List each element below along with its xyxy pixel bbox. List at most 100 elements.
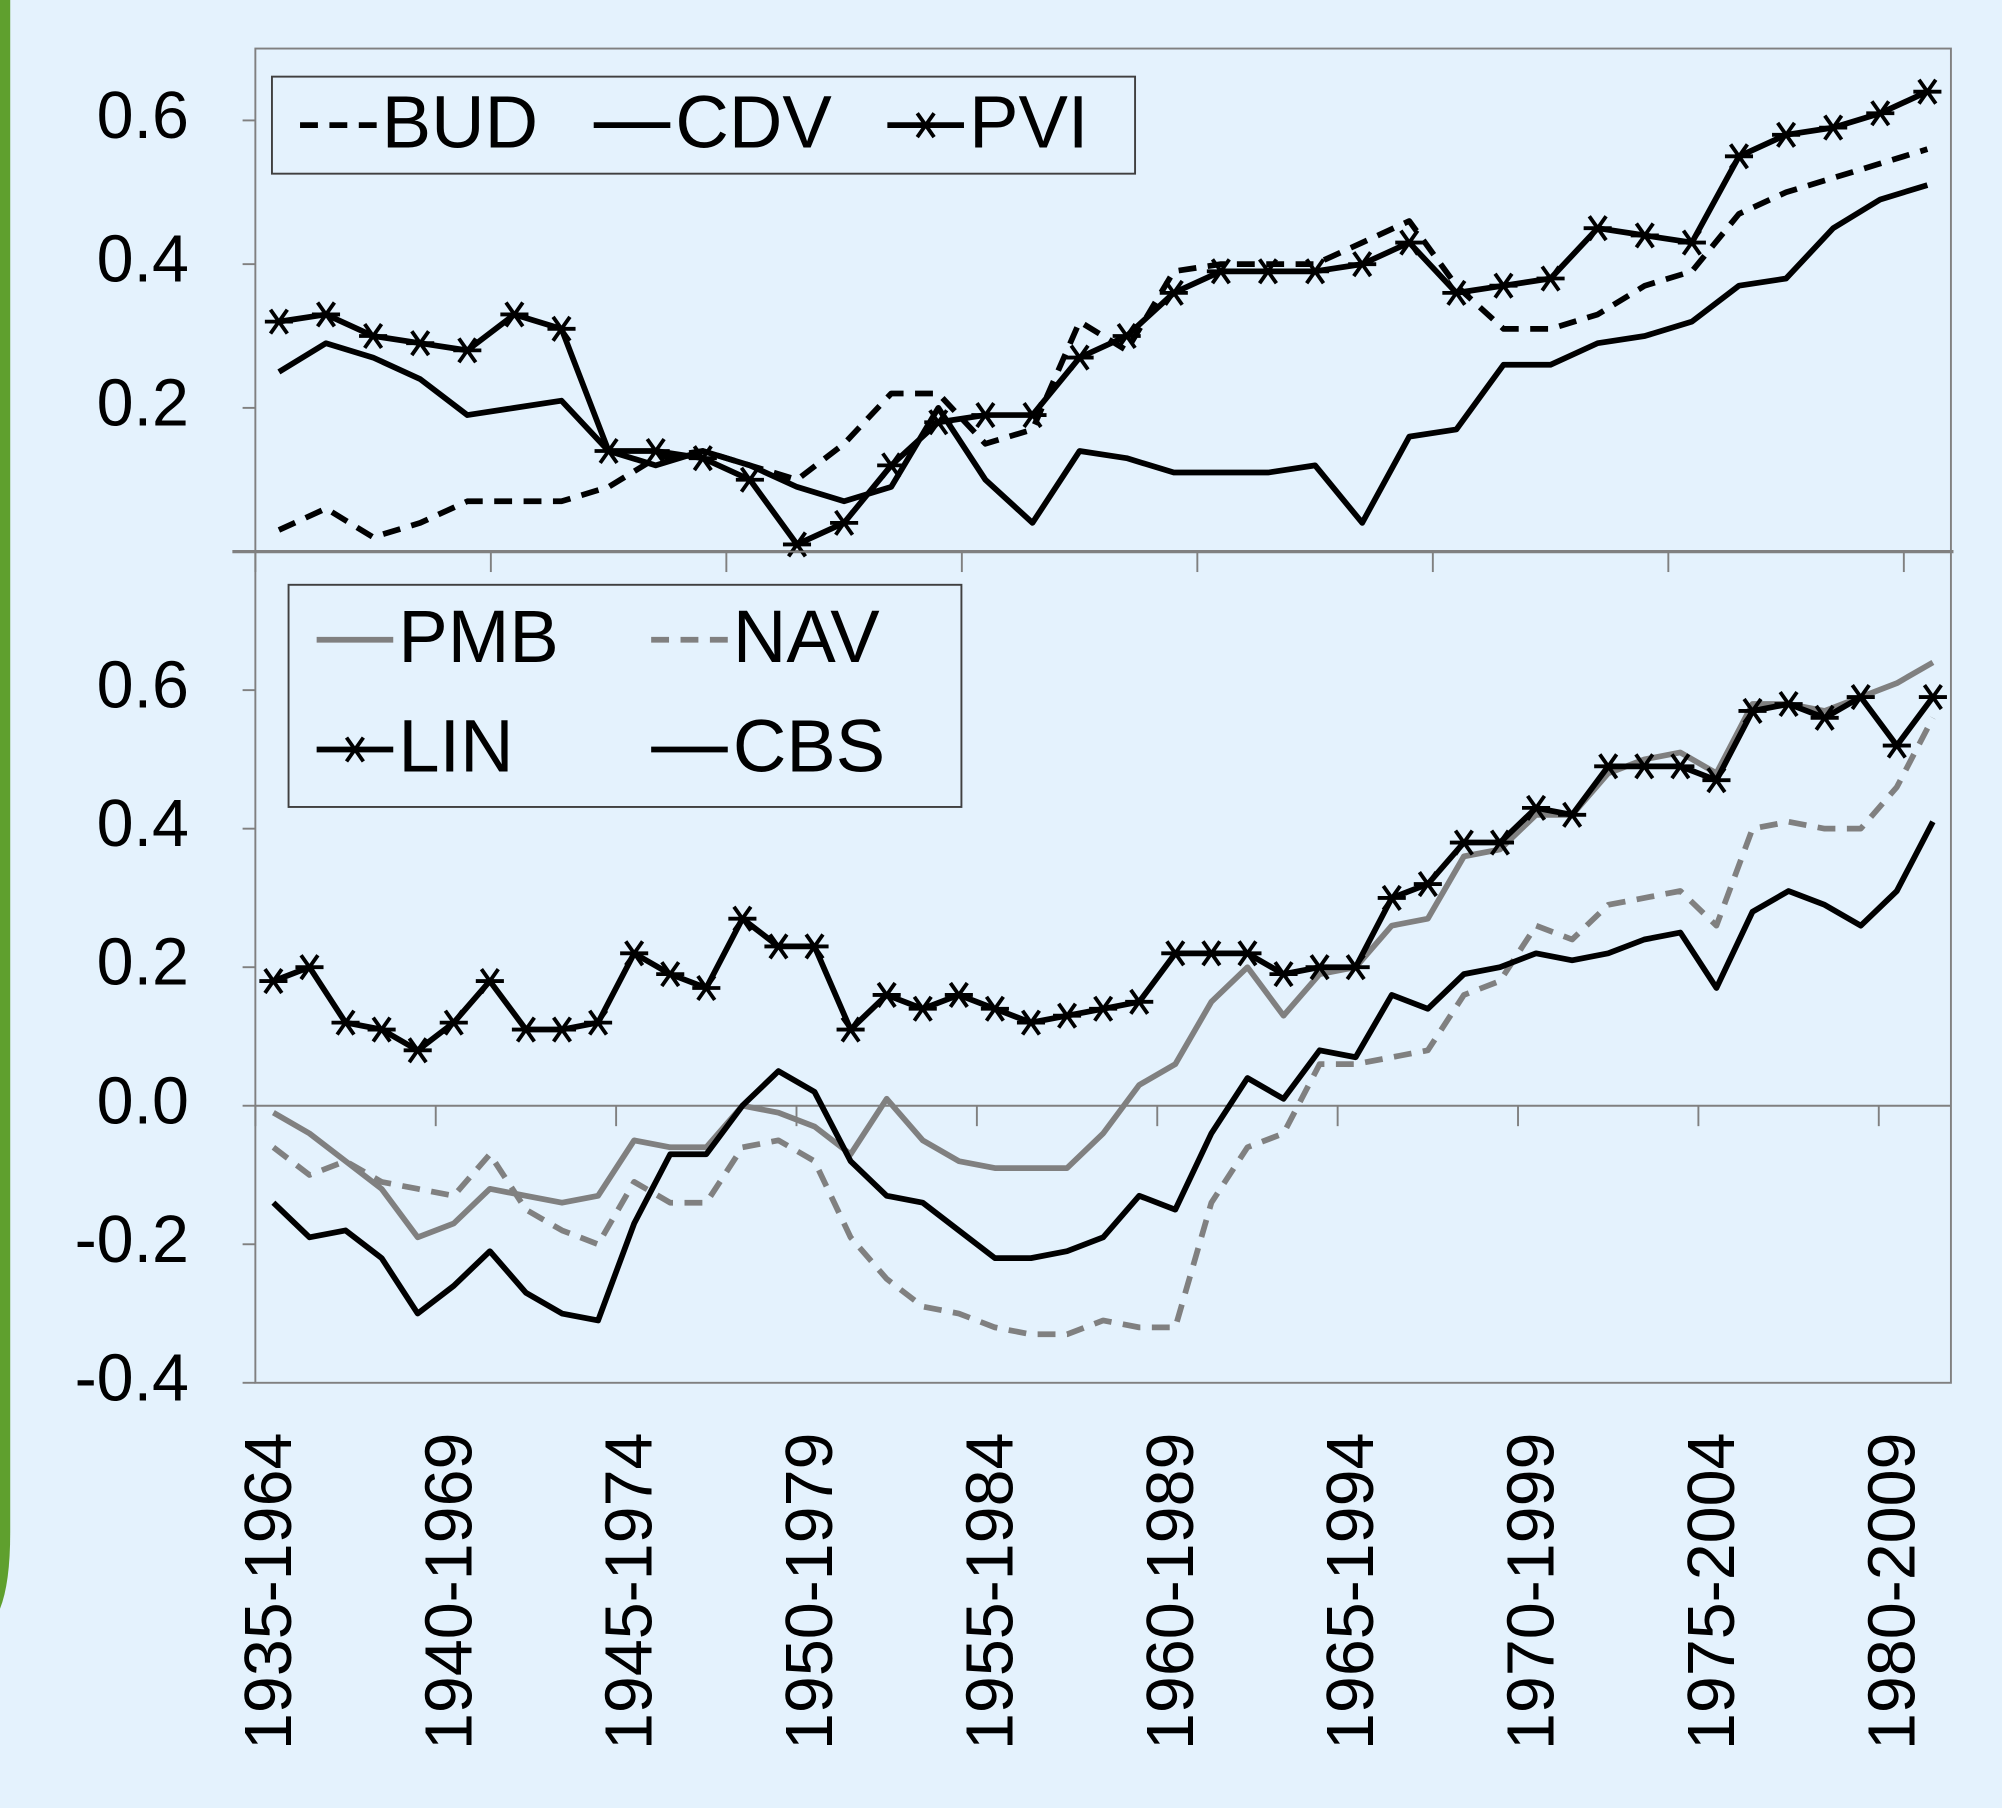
series-line [277,182,1929,526]
marker [1810,704,1839,731]
marker [764,933,793,960]
marker [1018,402,1047,429]
marker [924,409,953,436]
x-tick-label: 1960-1989 [1134,1433,1208,1750]
marker [1558,801,1587,828]
legend-label: CBS [733,705,885,788]
series-line [271,659,1935,1241]
x-tick-label: 1940-1969 [412,1433,486,1750]
legend-label: NAV [733,595,880,678]
y-tick-label: -0.2 [75,1203,189,1277]
legend-label: CDV [675,80,832,163]
marker [511,1016,540,1043]
marker [1341,954,1370,981]
marker [836,1016,865,1043]
marker [1442,279,1471,306]
marker [1522,794,1551,821]
marker [1089,995,1118,1022]
marker [403,1037,432,1064]
marker [584,1009,613,1036]
x-tick-label: 1970-1999 [1495,1433,1569,1750]
marker [1702,767,1731,794]
marker [1253,258,1283,285]
series-line [277,146,1929,541]
x-tick-label: 1950-1979 [773,1433,847,1750]
legend-label: BUD [382,80,538,163]
marker [1233,940,1262,967]
marker [1161,940,1190,967]
marker [1918,684,1947,711]
marker [1348,251,1377,278]
series-line [271,820,1936,1324]
marker [439,1009,468,1036]
marker [1738,697,1767,724]
marker [500,301,529,328]
marker [980,995,1009,1022]
legend-label: PVI [969,80,1088,163]
marker [1197,940,1226,967]
legend-marker [911,112,940,139]
marker [1413,871,1442,898]
subplot: -0.4 -0.2 0.0 0.2 0.4 0.6 1935-1964 1940-1969 19… [75,550,1952,1750]
marker [406,330,435,357]
marker [656,961,685,988]
side-stripe [0,0,11,1609]
marker [1594,753,1623,780]
marker [1395,229,1424,256]
marker [453,337,482,364]
marker [311,301,341,328]
marker [259,968,288,995]
legend-label: LIN [398,705,513,788]
marker [331,1009,360,1036]
marker [692,974,721,1002]
marker [800,933,829,960]
y-tick-label: -0.4 [75,1341,189,1415]
marker [1774,690,1803,718]
marker [1677,229,1706,256]
marker [359,322,388,350]
marker [367,1016,396,1043]
marker [1536,265,1565,292]
marker [877,452,906,479]
marker [620,940,649,967]
marker [1159,279,1188,306]
marker [1377,884,1406,911]
x-tick-label: 1945-1974 [593,1433,667,1750]
marker [475,968,504,995]
marker [1065,344,1094,371]
marker [1485,829,1515,856]
marker [264,308,293,335]
marker [830,509,859,536]
marker [1630,222,1659,249]
marker [1112,322,1141,350]
y-tick-label: 0.4 [97,223,189,297]
y-tick-label: 0.0 [97,1064,189,1138]
marker [1301,258,1330,285]
marker [1053,1002,1082,1029]
marker [547,315,576,342]
marker [1819,114,1848,141]
x-tick-label: 1935-1964 [232,1433,306,1750]
subplot: 0.2 0.4 0.6 BUD CDV PVI [97,47,1954,573]
marker [1913,78,1942,105]
marker [295,954,324,981]
marker [1449,829,1478,856]
y-tick-label: 0.6 [97,79,189,153]
marker [1846,684,1875,711]
marker [944,981,973,1008]
marker [1016,1009,1046,1036]
marker [1489,272,1518,299]
marker [1305,954,1334,981]
marker [1882,732,1911,759]
y-tick-label: 0.2 [97,366,189,440]
marker [1206,258,1235,285]
marker [594,437,623,465]
marker [1866,100,1895,127]
legend-label: PMB [398,595,558,678]
y-tick-label: 0.4 [97,787,189,861]
series-line [271,716,1936,1338]
legend-box [270,75,1137,175]
